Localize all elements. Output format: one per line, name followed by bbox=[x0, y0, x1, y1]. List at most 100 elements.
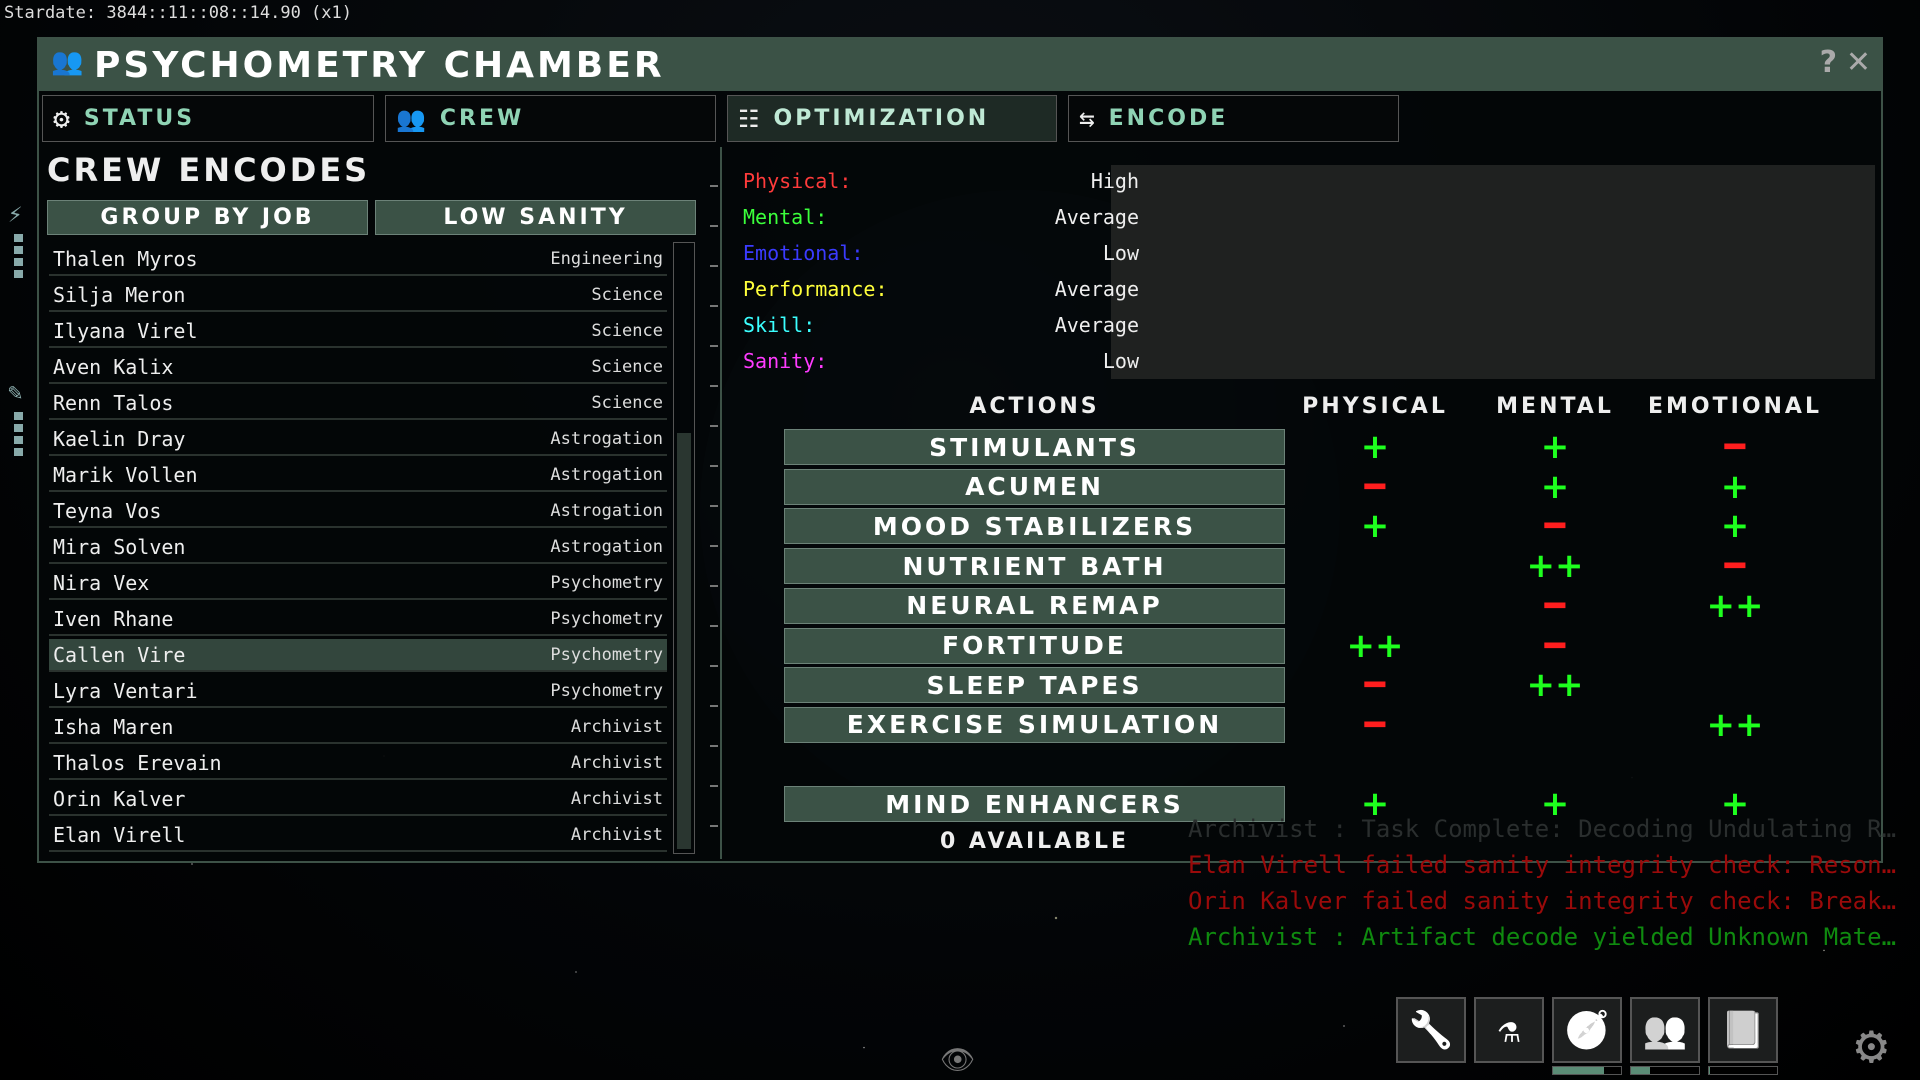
action-button[interactable]: Stimulants bbox=[784, 429, 1285, 465]
wrench-dock-button[interactable]: 🔧 bbox=[1396, 997, 1466, 1063]
plus-effect-icon: ++ bbox=[1346, 625, 1404, 666]
eye-icon[interactable]: 👁 bbox=[940, 1043, 976, 1076]
crew-name: Aven Kalix bbox=[53, 354, 174, 379]
action-button[interactable]: Nutrient Bath bbox=[784, 548, 1285, 585]
crew-name: Mira Solven bbox=[53, 534, 186, 559]
column-header-mental: Mental bbox=[1496, 394, 1614, 419]
close-button[interactable]: ✕ bbox=[1845, 45, 1871, 80]
stat-row: Sanity: Low bbox=[743, 349, 1139, 373]
settings-gear-icon[interactable]: ⚙ bbox=[1855, 1013, 1888, 1076]
column-header-physical: Physical bbox=[1302, 394, 1448, 419]
tab-encode[interactable]: ⇆ Encode bbox=[1068, 95, 1399, 142]
plus-effect-icon: ++ bbox=[1706, 585, 1764, 626]
help-button[interactable]: ? bbox=[1819, 45, 1837, 80]
scrollbar-thumb[interactable] bbox=[677, 433, 691, 849]
crew-name: Marik Vollen bbox=[53, 462, 198, 487]
crew-name: Elan Virell bbox=[53, 822, 186, 847]
crew-row[interactable]: Teyna Vos Astrogation bbox=[49, 495, 667, 528]
crew-row[interactable]: Mira Solven Astrogation bbox=[49, 531, 667, 564]
crew-row[interactable]: Silja Meron Science bbox=[49, 279, 667, 312]
tab-status[interactable]: ⚙ Status bbox=[42, 95, 374, 142]
minus-effect-icon: ━ bbox=[1544, 585, 1566, 626]
crew-icon: 👥 bbox=[51, 47, 84, 77]
minus-effect-icon: ━ bbox=[1724, 427, 1746, 467]
stat-row: Performance: Average bbox=[743, 277, 1139, 301]
crew-dock-button[interactable]: 👥 bbox=[1630, 997, 1700, 1063]
crew-row[interactable]: Elan Virell Archivist bbox=[49, 819, 667, 852]
book-dock-button[interactable]: 📕 bbox=[1708, 997, 1778, 1063]
stat-row: Emotional: Low bbox=[743, 241, 1139, 265]
progress-fill bbox=[1631, 1067, 1651, 1074]
minus-effect-icon: ━ bbox=[1364, 665, 1386, 706]
crew-row[interactable]: Callen Vire Psychometry bbox=[49, 639, 667, 672]
action-button[interactable]: Neural Remap bbox=[784, 587, 1285, 624]
crew-row[interactable]: Thalos Erevain Archivist bbox=[49, 747, 667, 780]
crew-row[interactable]: Ilyana Virel Science bbox=[49, 315, 667, 348]
stardate-readout: Stardate: 3844::11::08::14.90 (x1) bbox=[4, 3, 352, 23]
status-bars bbox=[14, 412, 23, 456]
crew-row[interactable]: Thalen Myros Engineering bbox=[49, 243, 667, 276]
crew-job: Science bbox=[591, 320, 663, 341]
crew-row[interactable]: Aven Kalix Science bbox=[49, 351, 667, 384]
action-button[interactable]: Mind Enhancers bbox=[784, 786, 1285, 822]
compass-dock-button[interactable]: 🧭 bbox=[1552, 997, 1622, 1063]
low-sanity-button[interactable]: Low Sanity bbox=[375, 200, 696, 235]
crew-job: Archivist bbox=[570, 824, 663, 845]
crew-job: Science bbox=[591, 392, 663, 413]
crew-name: Silja Meron bbox=[53, 282, 186, 307]
flask-dock-button[interactable]: ⚗ bbox=[1474, 997, 1544, 1063]
crew-row[interactable]: Marik Vollen Astrogation bbox=[49, 459, 667, 492]
log-message: Orin Kalver failed sanity integrity chec… bbox=[1188, 887, 1904, 915]
tab-crew[interactable]: 👥 Crew bbox=[385, 95, 716, 142]
crew-name: Nira Vex bbox=[53, 570, 150, 595]
crew-row[interactable]: Isha Maren Archivist bbox=[49, 711, 667, 744]
crew-name: Renn Talos bbox=[53, 390, 174, 415]
flask-icon: ⚗ bbox=[1498, 1009, 1520, 1051]
stat-row: Physical: High bbox=[743, 169, 1139, 193]
plus-effect-icon: ++ bbox=[1526, 546, 1584, 587]
crew-name: Isha Maren bbox=[53, 714, 174, 739]
plus-effect-icon: + bbox=[1360, 506, 1390, 547]
plus-effect-icon: + bbox=[1720, 506, 1750, 547]
crew-row[interactable]: Iven Rhane Psychometry bbox=[49, 603, 667, 636]
crew-row[interactable]: Nira Vex Psychometry bbox=[49, 567, 667, 600]
plus-effect-icon: ++ bbox=[1526, 665, 1584, 706]
plus-effect-icon: ++ bbox=[1706, 704, 1764, 745]
action-button[interactable]: Fortitude bbox=[784, 627, 1285, 664]
stat-row: Mental: Average bbox=[743, 205, 1139, 229]
group-by-job-button[interactable]: Group by Job bbox=[47, 200, 368, 235]
action-button[interactable]: Sleep Tapes bbox=[784, 667, 1285, 704]
panel-divider bbox=[710, 147, 722, 859]
psychometry-chamber-window: 👥 Psychometry Chamber ? ✕ ⚙ Status 👥 Crew … bbox=[37, 37, 1883, 863]
crew-row[interactable]: Lyra Ventari Psychometry bbox=[49, 675, 667, 708]
crew-job: Astrogation bbox=[550, 428, 663, 449]
stat-label: Performance: bbox=[743, 277, 888, 301]
crew-name: Thalen Myros bbox=[53, 246, 198, 271]
book-icon: 📕 bbox=[1720, 1010, 1766, 1051]
compass-icon: 🧭 bbox=[1564, 1010, 1610, 1051]
stat-label: Emotional: bbox=[743, 241, 864, 265]
crew-row[interactable]: Renn Talos Science bbox=[49, 387, 667, 420]
tab-optimization[interactable]: ☷ Optimization bbox=[727, 95, 1057, 142]
crew-icon: 👥 bbox=[1642, 1010, 1688, 1051]
sliders-icon: ☷ bbox=[738, 104, 760, 133]
action-button[interactable]: Exercise Simulation bbox=[784, 706, 1285, 743]
progress-bar bbox=[1552, 1066, 1622, 1075]
stat-value: Low bbox=[1102, 241, 1139, 265]
progress-bar bbox=[1708, 1066, 1778, 1075]
stat-label: Physical: bbox=[743, 169, 852, 193]
left-side-indicators: ⚡ ✎ bbox=[8, 200, 34, 462]
action-button[interactable]: Acumen bbox=[784, 468, 1285, 505]
crew-name: Teyna Vos bbox=[53, 498, 162, 523]
crew-list-scrollbar[interactable] bbox=[673, 242, 695, 854]
crew-job: Archivist bbox=[570, 752, 663, 773]
title-bar: 👥 Psychometry Chamber ? ✕ bbox=[39, 39, 1881, 91]
crew-row[interactable]: Orin Kalver Archivist bbox=[49, 783, 667, 816]
crew-name: Lyra Ventari bbox=[53, 678, 198, 703]
power-bars bbox=[14, 234, 23, 278]
lightning-icon: ⚡ bbox=[8, 200, 23, 228]
action-button[interactable]: Mood Stabilizers bbox=[784, 508, 1285, 545]
crew-row[interactable]: Kaelin Dray Astrogation bbox=[49, 423, 667, 456]
crew-name: Thalos Erevain bbox=[53, 750, 222, 775]
pencil-icon: ✎ bbox=[8, 378, 23, 406]
